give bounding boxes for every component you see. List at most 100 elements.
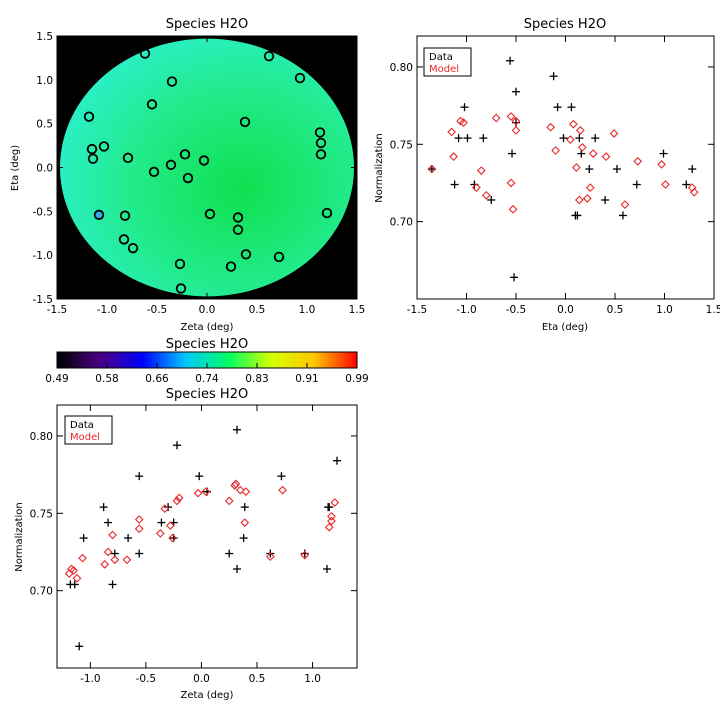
zeta-frame (56, 404, 358, 669)
zeta-model-point (160, 504, 170, 514)
zeta-data-point (239, 534, 248, 543)
map-point (146, 99, 158, 110)
map-point (118, 234, 130, 245)
map-y-tick-label: 0.0 (36, 163, 53, 175)
map-point (240, 249, 252, 260)
map-point (198, 155, 210, 166)
colorbar (57, 352, 357, 368)
map-y-tick-label: 1.5 (36, 31, 53, 43)
map-point (232, 224, 244, 235)
zeta-data-point (225, 549, 234, 558)
eta-model-point (508, 204, 518, 214)
eta-data-point (585, 165, 594, 174)
map-point (175, 283, 187, 294)
eta-model-point (459, 118, 468, 128)
zeta-data-point (195, 472, 204, 481)
zeta-data-point (323, 564, 331, 573)
eta-title: Species H2O (524, 17, 606, 32)
map-point (122, 152, 134, 164)
map-point (204, 208, 216, 220)
eta-data-point (573, 211, 582, 220)
zeta-model-point (110, 555, 120, 565)
map-point (232, 212, 244, 223)
zeta-data-point (157, 518, 166, 527)
eta-x-ticks: -1.5 -1.0 -0.5 0.0 0.5 1.0 1.5 (407, 36, 720, 316)
zeta-model-point (172, 496, 182, 506)
eta-x-tick-label: 1.5 (706, 304, 720, 316)
eta-legend-data: Data (429, 52, 453, 63)
eta-data-point (659, 149, 668, 158)
eta-data-point (506, 56, 515, 65)
map-point (321, 207, 333, 219)
zeta-model-point (168, 533, 177, 543)
eta-data-point (577, 149, 586, 158)
zeta-legend-box (64, 415, 113, 445)
eta-data-point (460, 103, 469, 112)
eta-model-point (585, 183, 595, 192)
map-point (315, 149, 327, 160)
zeta-model-point (324, 522, 334, 532)
eta-data-point (575, 134, 584, 143)
eta-model-point (427, 164, 437, 174)
zeta-x-tick-label: 0.0 (193, 673, 210, 685)
eta-y-tick-label: 0.70 (390, 217, 413, 229)
zeta-model-point (155, 529, 165, 538)
zeta-model-point (72, 573, 82, 583)
zeta-model-point (327, 516, 336, 526)
map-point (86, 143, 98, 155)
eta-y-label: Normalization (374, 133, 385, 203)
zeta-data-point (108, 580, 117, 589)
zeta-model-point (300, 550, 310, 560)
zeta-data-point (135, 549, 144, 558)
colorbar-tick-label: 0.49 (45, 373, 68, 385)
map-field (60, 38, 354, 297)
eta-data-point (479, 134, 488, 143)
map-y-tick-label: 0.5 (36, 119, 53, 131)
eta-data-point (510, 273, 519, 282)
colorbar-ticks: 0.49 0.58 0.66 0.74 0.83 0.91 0.99 (45, 363, 369, 385)
map-y-tick-label: -1.5 (33, 294, 54, 306)
map-y-tick-label: -0.5 (33, 206, 54, 218)
zeta-model-point (134, 515, 144, 524)
eta-frame (416, 35, 715, 300)
eta-data-point (508, 149, 517, 158)
eta-model-point (476, 166, 486, 175)
map-points (83, 48, 333, 294)
map-point (314, 127, 326, 138)
zeta-model-point (174, 493, 184, 503)
colorbar-tick-label: 0.83 (245, 373, 268, 385)
zeta-panel: Species H2O -1.0 -0.5 0.0 0.5 1.0 0.700.750.… (14, 387, 358, 701)
map-point (165, 159, 177, 171)
zeta-model-point (327, 512, 336, 521)
map-y-label: Eta (deg) (10, 145, 21, 191)
eta-x-tick-label: 1.0 (656, 304, 673, 316)
map-point (148, 166, 160, 178)
eta-model-point (449, 152, 459, 162)
eta-x-tick-label: 0.5 (607, 304, 624, 316)
map-point-highlighted (93, 209, 105, 221)
eta-model-point (657, 160, 666, 169)
eta-model-point (511, 116, 521, 126)
zeta-x-tick-label: 0.5 (249, 673, 266, 685)
zeta-y-tick-label: 0.75 (30, 508, 53, 520)
zeta-model-point (278, 485, 287, 495)
map-x-tick-label: 0.5 (249, 304, 266, 316)
zeta-model-point (122, 555, 132, 565)
eta-model-point (481, 190, 491, 200)
map-point (263, 50, 275, 62)
map-title: Species H2O (166, 17, 248, 32)
eta-legend-box (423, 47, 472, 77)
eta-model-point (491, 113, 501, 123)
map-point (98, 141, 110, 152)
map-point (127, 242, 139, 254)
map-point (239, 116, 251, 128)
eta-x-label: Eta (deg) (542, 322, 588, 333)
eta-data-point (601, 195, 610, 204)
zeta-x-tick-label: 1.0 (304, 673, 321, 685)
eta-model-point (447, 127, 457, 137)
eta-data-point (463, 134, 472, 143)
colorbar-tick-label: 0.58 (95, 373, 118, 385)
map-point (315, 137, 327, 149)
map-point (119, 210, 131, 221)
zeta-model-point (193, 488, 203, 498)
